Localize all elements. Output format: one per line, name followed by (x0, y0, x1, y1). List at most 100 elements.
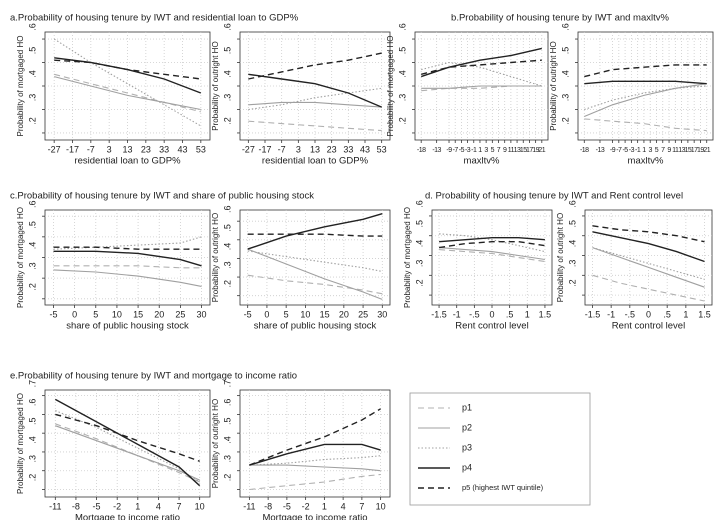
x-tick-label: 7 (497, 147, 501, 154)
x-tick-label: -13 (596, 147, 605, 154)
x-tick-label: -11 (49, 501, 61, 511)
series-line (54, 398, 201, 487)
y-axis-label: Probability of outright HO (211, 399, 220, 488)
y-tick-label: .3 (27, 262, 37, 270)
y-axis-label: Probability of mortgaged HO (16, 36, 25, 137)
series-line (592, 231, 705, 263)
y-tick-label: .2 (27, 474, 37, 482)
x-tick-label: -2 (113, 501, 121, 511)
y-tick-label: .5 (397, 47, 407, 55)
x-tick-label: 30 (197, 309, 207, 319)
x-tick-label: 11 (508, 147, 515, 154)
y-axis-label: Probability of mortgaged HO (403, 207, 412, 308)
x-tick-label: 1 (322, 501, 327, 511)
x-tick-label: 33 (343, 144, 353, 154)
y-tick-label: .3 (222, 455, 232, 463)
y-tick-label: .3 (222, 94, 232, 102)
series-line (55, 423, 200, 483)
y-tick-label: .6 (567, 200, 577, 208)
x-tick-label: 1 (135, 501, 140, 511)
plot-frame (44, 389, 211, 498)
x-tick-label: .5 (506, 309, 514, 319)
x-tick-label: 7 (359, 501, 364, 511)
x-tick-label: 5 (491, 147, 495, 154)
series-line (592, 225, 705, 243)
x-tick-label: 5 (655, 147, 659, 154)
y-tick-label: .4 (414, 240, 424, 248)
series-line (584, 80, 707, 85)
series-line (421, 61, 542, 87)
x-tick-label: -9 (446, 147, 452, 154)
x-tick-label: 21 (703, 147, 710, 154)
x-axis-label: share of public housing stock (66, 321, 189, 332)
x-tick-label: 5 (93, 309, 98, 319)
y-tick-label: .3 (567, 260, 577, 268)
y-tick-label: .4 (560, 70, 570, 78)
series-line (584, 118, 707, 132)
x-tick-label: -5 (49, 309, 57, 319)
y-tick-label: .2 (27, 283, 37, 291)
x-tick-label: -17 (258, 144, 271, 154)
y-axis-label: Probability of outright HO (549, 41, 558, 130)
x-tick-label: 3 (107, 144, 112, 154)
panel-title: a.Probability of housing tenure by IWT a… (10, 13, 299, 24)
x-tick-label: 4 (341, 501, 346, 511)
series-line (247, 250, 383, 273)
series-line (53, 246, 202, 250)
series-line (439, 247, 545, 261)
series-line (420, 47, 542, 78)
x-tick-label: -13 (432, 147, 441, 154)
x-tick-label: 3 (649, 147, 653, 154)
x-axis-label: Mortgage to income ratio (75, 513, 180, 520)
series-line (439, 233, 546, 253)
x-tick-label: 10 (195, 501, 205, 511)
y-tick-label: .6 (27, 200, 37, 208)
x-tick-label: -5 (93, 501, 101, 511)
x-tick-label: 10 (376, 501, 386, 511)
y-tick-label: .2 (222, 280, 232, 288)
series-line (247, 274, 383, 295)
x-tick-label: .5 (663, 309, 671, 319)
y-axis-label: Probability of mortgaged HO (16, 393, 25, 494)
x-tick-label: -17 (66, 144, 79, 154)
x-tick-label: -.5 (625, 309, 636, 319)
series-line (53, 269, 202, 287)
panel-title: b.Probability of housing tenure by IWT a… (451, 13, 669, 24)
y-tick-label: .3 (222, 261, 232, 269)
legend-label: p5 (highest IWT quintile) (462, 483, 544, 492)
x-tick-label: 23 (141, 144, 151, 154)
x-tick-label: -27 (48, 144, 61, 154)
x-tick-label: 43 (360, 144, 370, 154)
legend-box (409, 392, 591, 506)
y-axis-label: Probability of mortgaged HO (16, 207, 25, 308)
x-tick-label: -1 (453, 309, 461, 319)
panel-title: d. Probability of housing tenure by IWT … (425, 191, 683, 202)
y-tick-label: .2 (222, 117, 232, 125)
series-line (584, 64, 707, 78)
x-tick-label: -1 (635, 147, 641, 154)
x-tick-label: 19 (532, 147, 539, 154)
series-line (584, 85, 707, 111)
series-line (592, 274, 705, 302)
x-tick-label: -5 (283, 501, 291, 511)
x-tick-label: -18 (580, 147, 589, 154)
x-tick-label: -9 (610, 147, 616, 154)
x-tick-label: 30 (377, 309, 387, 319)
x-axis-label: residential loan to GDP% (74, 156, 181, 167)
x-tick-label: 25 (358, 309, 368, 319)
x-tick-label: 15 (320, 309, 330, 319)
plot-frame (239, 389, 391, 498)
series-line (421, 85, 542, 89)
x-tick-label: -1.5 (431, 309, 447, 319)
y-tick-label: .5 (560, 47, 570, 55)
x-tick-label: 0 (646, 309, 651, 319)
panel-title: e.Probability of housing tenure by IWT a… (10, 371, 297, 382)
series-line (53, 265, 202, 269)
x-tick-label: 43 (177, 144, 187, 154)
x-tick-label: 0 (489, 309, 494, 319)
series-line (248, 87, 382, 111)
y-axis-label: Probability of outright HO (211, 41, 220, 130)
series-line (247, 233, 383, 237)
y-tick-label: .6 (27, 23, 37, 31)
y-tick-label: .2 (27, 117, 37, 125)
